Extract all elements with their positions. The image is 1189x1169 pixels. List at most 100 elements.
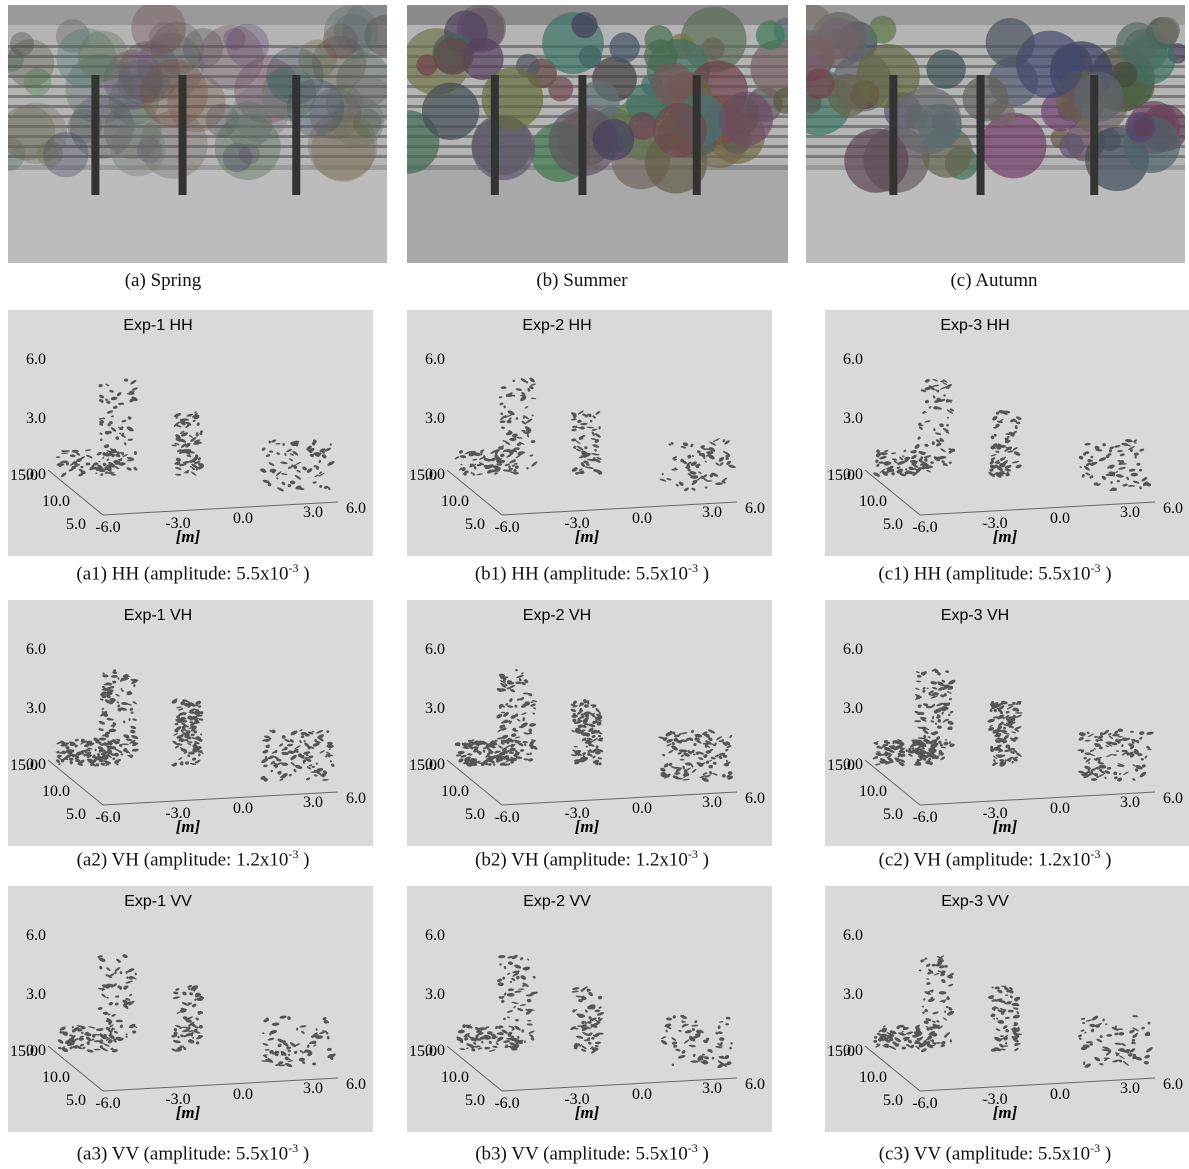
voxel xyxy=(997,714,1004,720)
voxel xyxy=(325,1031,329,1035)
voxel xyxy=(298,1057,305,1062)
voxel xyxy=(325,755,328,758)
voxel xyxy=(940,694,945,698)
voxel xyxy=(928,757,932,761)
voxel xyxy=(104,430,110,435)
voxel xyxy=(459,1048,466,1051)
foliage xyxy=(148,21,181,54)
voxel xyxy=(948,679,956,685)
voxel xyxy=(725,453,731,458)
voxel xyxy=(1088,462,1094,466)
voxel xyxy=(173,412,182,418)
voxel xyxy=(591,1036,595,1040)
voxel xyxy=(682,765,685,770)
voxel xyxy=(931,963,937,967)
voxel xyxy=(263,764,268,768)
voxel xyxy=(98,957,104,963)
voxel xyxy=(587,1021,592,1024)
z-tick-label: 3.0 xyxy=(425,410,445,427)
voxel xyxy=(103,751,111,754)
voxel xyxy=(940,970,946,975)
voxel xyxy=(316,467,319,470)
voxel xyxy=(1142,481,1149,487)
voxel xyxy=(572,700,577,705)
foliage xyxy=(136,32,204,100)
voxel xyxy=(884,1036,891,1041)
voxel xyxy=(689,1035,693,1039)
voxel xyxy=(514,736,521,739)
voxel xyxy=(107,740,113,745)
voxel xyxy=(935,432,942,435)
voxel xyxy=(995,762,998,765)
voxel xyxy=(589,1017,597,1022)
voxel xyxy=(1006,705,1014,710)
voxel xyxy=(694,737,698,741)
voxel xyxy=(471,1048,476,1052)
window-row xyxy=(8,105,387,108)
foliage xyxy=(65,54,136,124)
voxel xyxy=(1098,457,1107,462)
foliage xyxy=(1059,133,1085,159)
voxel xyxy=(714,742,717,746)
voxel xyxy=(1105,1023,1108,1026)
voxel xyxy=(105,731,111,735)
voxel xyxy=(179,418,186,424)
voxel xyxy=(99,420,105,424)
panel-background xyxy=(825,310,1189,556)
voxel xyxy=(942,428,949,432)
voxel xyxy=(1139,486,1142,490)
voxel xyxy=(879,455,887,460)
voxel xyxy=(481,1040,484,1044)
voxel xyxy=(935,439,941,443)
voxel xyxy=(923,455,932,459)
voxel xyxy=(946,424,949,427)
voxel xyxy=(1095,744,1100,747)
voxel xyxy=(319,774,326,777)
voxel xyxy=(581,996,587,1001)
voxel xyxy=(499,724,505,729)
voxel xyxy=(883,752,891,756)
voxel xyxy=(1014,1047,1019,1052)
caption-close: ) xyxy=(298,1143,310,1165)
voxel xyxy=(584,446,588,450)
voxel xyxy=(282,442,285,446)
voxel xyxy=(108,1034,115,1039)
voxel xyxy=(917,737,926,740)
voxel xyxy=(930,461,934,464)
voxel xyxy=(914,720,922,723)
depth-tick-label: 15.0 xyxy=(10,1043,38,1060)
voxel xyxy=(594,448,597,452)
voxel xyxy=(197,457,201,461)
voxel xyxy=(84,1032,92,1037)
voxel xyxy=(505,431,513,436)
voxel xyxy=(929,1039,933,1042)
voxel xyxy=(730,1042,733,1045)
z-tick-label: 6.0 xyxy=(843,351,863,368)
voxel xyxy=(110,415,114,418)
voxel xyxy=(500,386,507,390)
foliage xyxy=(416,54,438,76)
voxel xyxy=(319,471,323,474)
voxel xyxy=(910,450,916,454)
voxel xyxy=(571,754,577,757)
voxel xyxy=(524,680,529,684)
voxel xyxy=(126,456,135,460)
voxel xyxy=(936,693,939,696)
foliage xyxy=(103,49,164,110)
voxel xyxy=(572,1009,576,1013)
voxel xyxy=(491,1033,497,1038)
voxel xyxy=(592,705,597,708)
voxel xyxy=(530,439,536,444)
voxel xyxy=(925,703,928,706)
voxel xyxy=(269,1049,274,1054)
voxel xyxy=(991,986,994,989)
voxel xyxy=(1117,1048,1125,1052)
voxel xyxy=(515,668,518,672)
voxel xyxy=(1114,1032,1119,1036)
voxel xyxy=(472,458,478,461)
voxel xyxy=(887,761,895,763)
voxel xyxy=(98,750,102,753)
voxel xyxy=(943,741,949,746)
voxel xyxy=(1005,715,1010,719)
voxel xyxy=(322,1017,327,1021)
